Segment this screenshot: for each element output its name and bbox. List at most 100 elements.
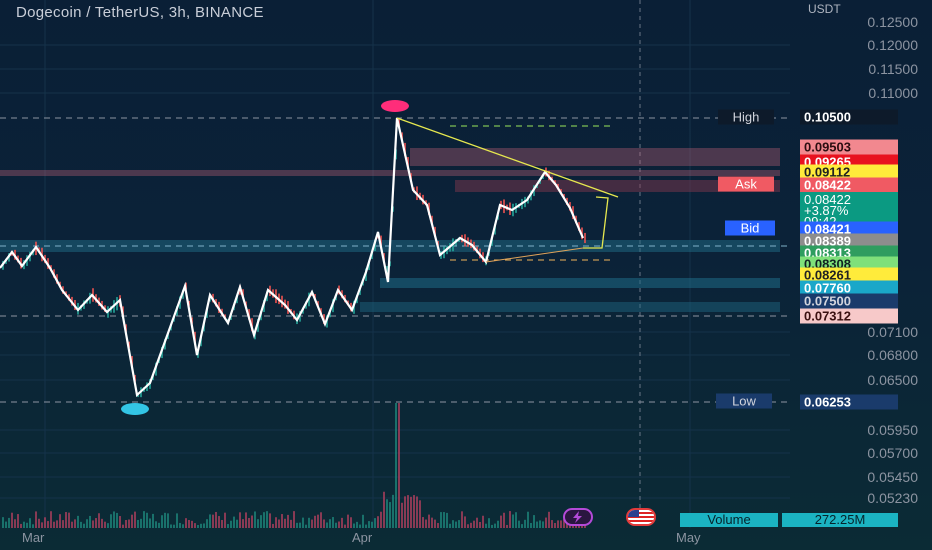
volume-bar: [512, 514, 514, 528]
price-tick: 0.06500: [867, 372, 918, 388]
volume-bar: [83, 523, 85, 528]
volume-bar: [200, 523, 202, 528]
volume-bar: [305, 524, 307, 528]
volume-bar: [272, 523, 274, 528]
volume-bar: [236, 519, 238, 528]
volume-bar: [356, 521, 358, 528]
volume-bar: [128, 519, 130, 528]
volume-bar: [62, 520, 64, 528]
volume-bar: [80, 521, 82, 528]
volume-bar: [185, 518, 187, 528]
volume-bar: [269, 513, 271, 528]
price-tick: 0.05450: [867, 469, 918, 485]
low-price-tag: 0.06253: [800, 394, 898, 410]
volume-bar: [323, 519, 325, 528]
price-tag: 0.08261: [800, 267, 898, 283]
volume-bar: [173, 524, 175, 528]
price-tag: 0.07500: [800, 293, 898, 309]
volume-label: Volume: [680, 513, 778, 527]
volume-bar: [518, 520, 520, 528]
volume-bar: [44, 517, 46, 528]
volume-bar: [140, 518, 142, 528]
volume-bar: [65, 512, 67, 528]
volume-bar: [167, 513, 169, 528]
volume-value: 272.25M: [782, 513, 898, 527]
volume-bar: [515, 512, 517, 528]
last-price: 0.08422: [804, 192, 851, 207]
volume-bar: [224, 512, 226, 528]
price-tag: 0.09112: [800, 164, 898, 180]
volume-bar: [455, 521, 457, 528]
volume-bar: [527, 511, 529, 528]
bid-price-tag: 0.08421: [800, 221, 898, 237]
price-tag: 0.08389: [800, 233, 898, 249]
price-tick: 0.12500: [867, 14, 918, 30]
time-tick: Apr: [352, 530, 373, 545]
low-marker: [121, 403, 149, 415]
volume-bar: [533, 515, 535, 528]
volume-bar: [407, 495, 409, 528]
high-price-tag: 0.10500: [800, 109, 898, 125]
volume-bar: [47, 521, 49, 528]
volume-bar: [74, 519, 76, 528]
volume-bar: [113, 511, 115, 528]
volume-bar: [137, 519, 139, 528]
volume-bar: [437, 523, 439, 528]
volume-bar: [362, 514, 364, 528]
volume-bar: [146, 512, 148, 528]
volume-bar: [221, 519, 223, 528]
volume-bar: [38, 518, 40, 528]
volume-bar: [182, 524, 184, 528]
volume-bar: [212, 514, 214, 528]
volume-bar: [215, 511, 217, 528]
price-tick: 0.05230: [867, 490, 918, 506]
volume-bar: [176, 513, 178, 528]
volume-bar: [260, 515, 262, 528]
volume-bar: [296, 522, 298, 528]
volume-bar: [371, 521, 373, 528]
volume-bar: [311, 519, 313, 528]
time-tick: May: [676, 530, 701, 545]
volume-bar: [563, 519, 565, 528]
time-tick: Mar: [22, 530, 45, 545]
volume-bar: [245, 512, 247, 528]
volume-bar: [482, 515, 484, 528]
volume-bar: [239, 512, 241, 528]
volume-bar: [500, 515, 502, 528]
volume-bar: [380, 511, 382, 528]
volume-bar: [386, 499, 388, 528]
volume-bar: [464, 516, 466, 528]
volume-bar: [359, 524, 361, 528]
last-price-block: 0.08422 +3.87% 09:42: [800, 192, 898, 228]
price-tick: 0.05700: [867, 445, 918, 461]
volume-bar: [419, 500, 421, 528]
price-tick: 0.12000: [867, 37, 918, 53]
volume-bar: [8, 517, 10, 528]
volume-bar: [293, 511, 295, 528]
volume-bar: [14, 519, 16, 528]
volume-bar: [350, 517, 352, 528]
volume-bar: [491, 524, 493, 528]
volume-bar: [542, 521, 544, 528]
volume-bar: [377, 516, 379, 528]
price-tick: 0.11500: [868, 61, 918, 77]
volume-bar: [191, 520, 193, 528]
volume-bar: [341, 517, 343, 528]
volume-bar: [320, 512, 322, 528]
volume-bar: [416, 496, 418, 528]
volume-bar: [494, 523, 496, 528]
flash-icon[interactable]: [563, 508, 593, 526]
volume-bar: [428, 514, 430, 528]
volume-bar: [86, 519, 88, 528]
volume-bar: [314, 515, 316, 528]
volume-bar: [263, 512, 265, 528]
price-tag: 0.09503: [800, 139, 898, 155]
volume-bar: [425, 519, 427, 528]
volume-bar: [335, 522, 337, 528]
us-flag-icon[interactable]: [626, 508, 656, 526]
volume-bar: [413, 495, 415, 528]
volume-bar: [248, 518, 250, 528]
volume-bar: [179, 522, 181, 528]
volume-bar: [557, 520, 559, 528]
